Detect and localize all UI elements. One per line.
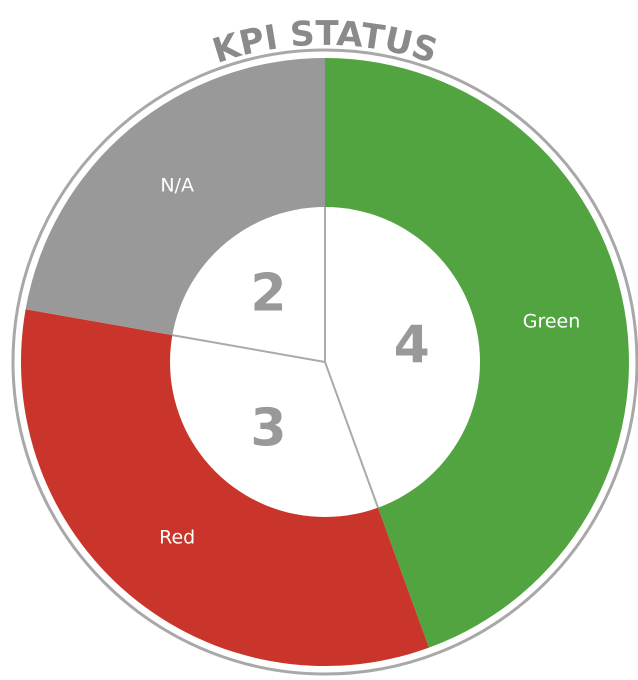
segment-value: 3 xyxy=(250,398,286,458)
segment-label: Green xyxy=(523,311,581,333)
segment-divider xyxy=(324,361,379,508)
segment-label: N/A xyxy=(160,174,194,196)
segment-value: 2 xyxy=(250,264,286,324)
segment-divider xyxy=(172,334,326,363)
segment-value: 4 xyxy=(394,316,430,376)
outer-ring xyxy=(11,48,638,676)
segment-label: Red xyxy=(159,527,195,549)
